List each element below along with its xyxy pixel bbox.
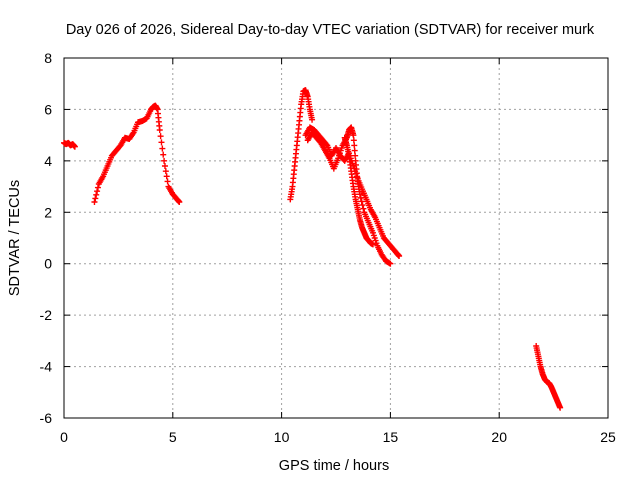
y-tick-label: 4	[44, 153, 52, 169]
y-tick-label: 2	[44, 204, 52, 220]
x-tick-label: 0	[60, 429, 68, 445]
data-point	[94, 184, 101, 191]
x-axis-label: GPS time / hours	[279, 458, 389, 474]
x-tick-label: 20	[491, 429, 507, 445]
data-point	[156, 127, 163, 133]
y-tick-label: 0	[44, 256, 52, 272]
tick-labels: 0 5 10 15 20 25 -6 -4 -2 0 2 4 6 8	[40, 50, 616, 445]
y-tick-label: 6	[44, 101, 52, 117]
data-point	[369, 241, 376, 248]
data-point	[163, 173, 170, 180]
data-point	[357, 194, 364, 201]
axes	[63, 57, 609, 419]
data-point	[160, 151, 167, 158]
data-point	[92, 195, 99, 202]
data-point	[176, 199, 183, 205]
data-point	[159, 145, 166, 152]
x-tick-label: 5	[169, 429, 177, 445]
grid-lines	[64, 58, 608, 418]
plot-frame	[63, 57, 609, 419]
x-tick-label: 15	[383, 429, 399, 445]
data-point	[356, 191, 363, 198]
data-point	[161, 163, 168, 169]
y-axis-label: SDTVAR / TECUs	[7, 180, 23, 296]
data-point	[351, 147, 358, 154]
data-point	[350, 137, 357, 144]
data-point	[351, 142, 358, 149]
y-tick-label: -2	[40, 307, 53, 323]
y-tick-label: -4	[40, 359, 53, 375]
data-point	[162, 168, 169, 175]
chart-title: Day 026 of 2026, Sidereal Day-to-day VTE…	[66, 22, 595, 38]
y-tick-label: 8	[44, 50, 52, 66]
x-tick-label: 10	[274, 429, 290, 445]
data-point	[93, 191, 100, 198]
data-points	[61, 87, 564, 411]
data-point	[352, 152, 359, 159]
data-point	[309, 116, 316, 123]
x-tick-label: 25	[600, 429, 616, 445]
y-tick-label: -6	[40, 410, 53, 426]
data-point	[387, 260, 394, 267]
data-point	[359, 202, 366, 209]
data-point	[360, 205, 367, 212]
data-point	[161, 157, 168, 164]
data-point	[157, 133, 164, 140]
data-point	[158, 139, 165, 146]
data-point	[71, 143, 78, 150]
data-point	[396, 253, 403, 259]
data-point	[91, 199, 98, 205]
data-point	[129, 130, 136, 137]
data-point	[358, 198, 365, 205]
data-point	[557, 404, 564, 411]
data-point	[94, 188, 101, 195]
data-point	[350, 132, 357, 139]
data-point	[164, 178, 171, 185]
